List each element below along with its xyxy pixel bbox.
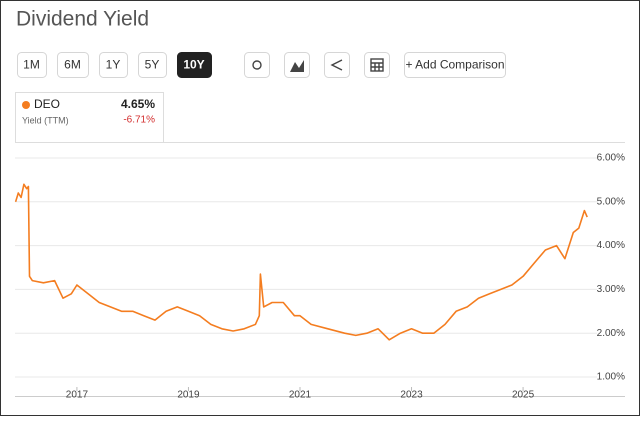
range-label: 6M xyxy=(64,58,81,72)
chart-type-icon xyxy=(290,60,304,72)
legend-box xyxy=(15,92,164,143)
share-icon xyxy=(330,59,343,71)
table-icon-grid xyxy=(371,62,383,71)
legend-label: Yield (TTM) xyxy=(22,115,69,125)
settings-button[interactable] xyxy=(244,52,270,78)
range-label: 10Y xyxy=(183,58,204,72)
legend-marker xyxy=(22,101,30,109)
table-button[interactable] xyxy=(364,52,390,78)
x-tick-label: 2019 xyxy=(177,390,200,401)
range-button[interactable] xyxy=(57,52,89,78)
y-tick-label: 3.00% xyxy=(597,284,625,295)
y-tick-label: 4.00% xyxy=(597,240,625,251)
range-label: 1Y xyxy=(106,58,121,72)
table-icon xyxy=(370,58,384,72)
data-line xyxy=(14,183,588,341)
y-tick-label: 1.00% xyxy=(597,372,625,383)
range-button[interactable] xyxy=(17,52,47,78)
range-label: 1M xyxy=(23,58,40,72)
range-button[interactable] xyxy=(99,52,128,78)
range-label: 5Y xyxy=(145,58,160,72)
settings-icon xyxy=(252,60,262,70)
range-button[interactable] xyxy=(177,52,212,78)
x-tick-label: 2023 xyxy=(400,390,423,401)
add-comparison-button[interactable] xyxy=(404,52,506,78)
x-tick-label: 2017 xyxy=(66,390,89,401)
chart-title: Dividend Yield xyxy=(16,8,149,31)
legend-value: 4.65% xyxy=(121,97,155,111)
share-button[interactable] xyxy=(324,52,350,78)
add-comparison-label: + Add Comparison xyxy=(405,58,504,72)
x-tick-label: 2025 xyxy=(512,390,535,401)
legend-change: -6.71% xyxy=(123,115,155,126)
y-tick-label: 5.00% xyxy=(597,196,625,207)
range-button[interactable] xyxy=(138,52,167,78)
x-tick-label: 2021 xyxy=(289,390,312,401)
y-tick-label: 6.00% xyxy=(597,153,625,164)
legend-name: DEO xyxy=(34,97,60,111)
y-tick-label: 2.00% xyxy=(597,328,625,339)
